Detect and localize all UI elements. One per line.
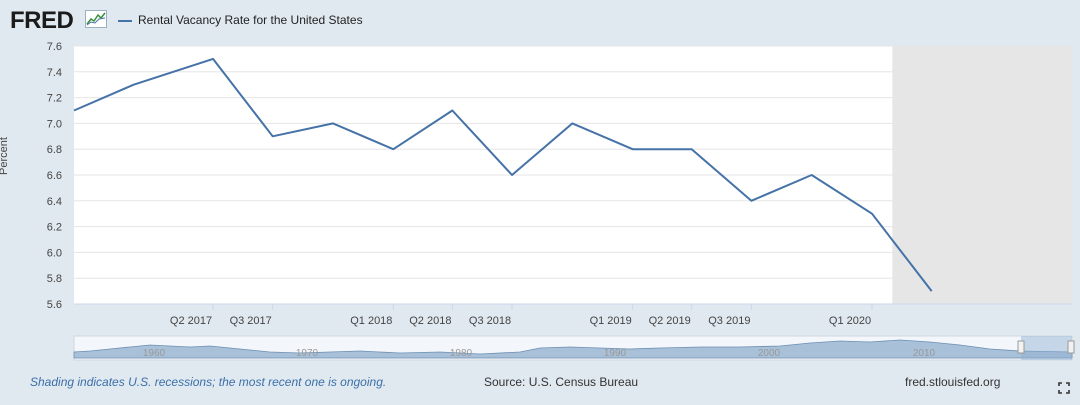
y-tick-label: 5.6 — [47, 299, 62, 311]
recession-note: Shading indicates U.S. recessions; the m… — [30, 375, 387, 389]
plot-area: 7.6 7.4 7.2 7.0 6.8 6.6 6.4 6.2 6.0 5.8 5.6 Q2 2017… — [47, 41, 1072, 327]
y-tick-label: 6.4 — [47, 196, 62, 208]
header: FRED Rental Vacancy Rate for the United … — [10, 6, 710, 34]
legend-label: Rental Vacancy Rate for the United State… — [138, 13, 363, 27]
site-link[interactable]: fred.stlouisfed.org — [905, 375, 1001, 389]
x-tick-label: Q2 2017 — [170, 315, 212, 327]
navigator-label: 2010 — [913, 348, 936, 359]
data-point[interactable] — [631, 147, 635, 151]
navigator-selection[interactable] — [1021, 336, 1072, 360]
y-tick-label: 6.6 — [47, 170, 62, 182]
fred-line-graph-icon — [85, 10, 107, 28]
data-point[interactable] — [690, 147, 694, 151]
data-point[interactable] — [570, 121, 574, 125]
data-point[interactable] — [870, 212, 874, 216]
navigator-handle-right[interactable] — [1067, 340, 1075, 354]
data-point[interactable] — [749, 199, 753, 203]
range-navigator[interactable]: 1960 1970 1980 1990 2000 2010 — [73, 335, 1075, 361]
y-tick-label: 6.0 — [47, 247, 62, 259]
navigator-label: 2000 — [758, 348, 781, 359]
y-tick-label: 7.4 — [47, 67, 62, 79]
source-text: Source: U.S. Census Bureau — [484, 375, 639, 389]
data-point[interactable] — [510, 173, 514, 177]
y-tick-label: 7.6 — [47, 41, 62, 53]
data-point[interactable] — [271, 134, 275, 138]
fullscreen-icon[interactable] — [1058, 382, 1070, 394]
x-tick-label: Q2 2019 — [649, 315, 691, 327]
y-tick-label: 6.2 — [47, 222, 62, 234]
x-tick-label: Q1 2020 — [829, 315, 871, 327]
fred-logo[interactable]: FRED — [10, 7, 74, 34]
y-tick-label: 5.8 — [47, 273, 62, 285]
x-tick-label: Q1 2018 — [350, 315, 392, 327]
x-tick-label: Q3 2017 — [230, 315, 272, 327]
data-point[interactable] — [72, 109, 76, 113]
data-point[interactable] — [450, 109, 454, 113]
y-tick-label: 6.8 — [47, 144, 62, 156]
navigator-label: 1980 — [450, 348, 473, 359]
x-tick-label: Q1 2019 — [590, 315, 632, 327]
x-tick-label: Q3 2018 — [469, 315, 511, 327]
legend-swatch — [118, 19, 132, 22]
legend-item[interactable]: Rental Vacancy Rate for the United State… — [118, 13, 363, 27]
data-point[interactable] — [930, 289, 934, 293]
y-tick-label: 7.2 — [47, 93, 62, 105]
series-line[interactable] — [73, 57, 933, 292]
y-tick-label: 7.0 — [47, 118, 62, 130]
x-tick-label: Q2 2018 — [409, 315, 451, 327]
data-point[interactable] — [391, 147, 395, 151]
data-point[interactable] — [132, 83, 136, 87]
data-point[interactable] — [211, 57, 215, 61]
data-point[interactable] — [810, 173, 814, 177]
data-point[interactable] — [331, 121, 335, 125]
navigator-area — [73, 339, 1073, 359]
navigator-handle-left[interactable] — [1017, 340, 1025, 354]
x-tick-label: Q3 2019 — [708, 315, 750, 327]
navigator-label: 1960 — [143, 348, 166, 359]
navigator-label: 1970 — [296, 348, 319, 359]
navigator-label: 1990 — [604, 348, 627, 359]
